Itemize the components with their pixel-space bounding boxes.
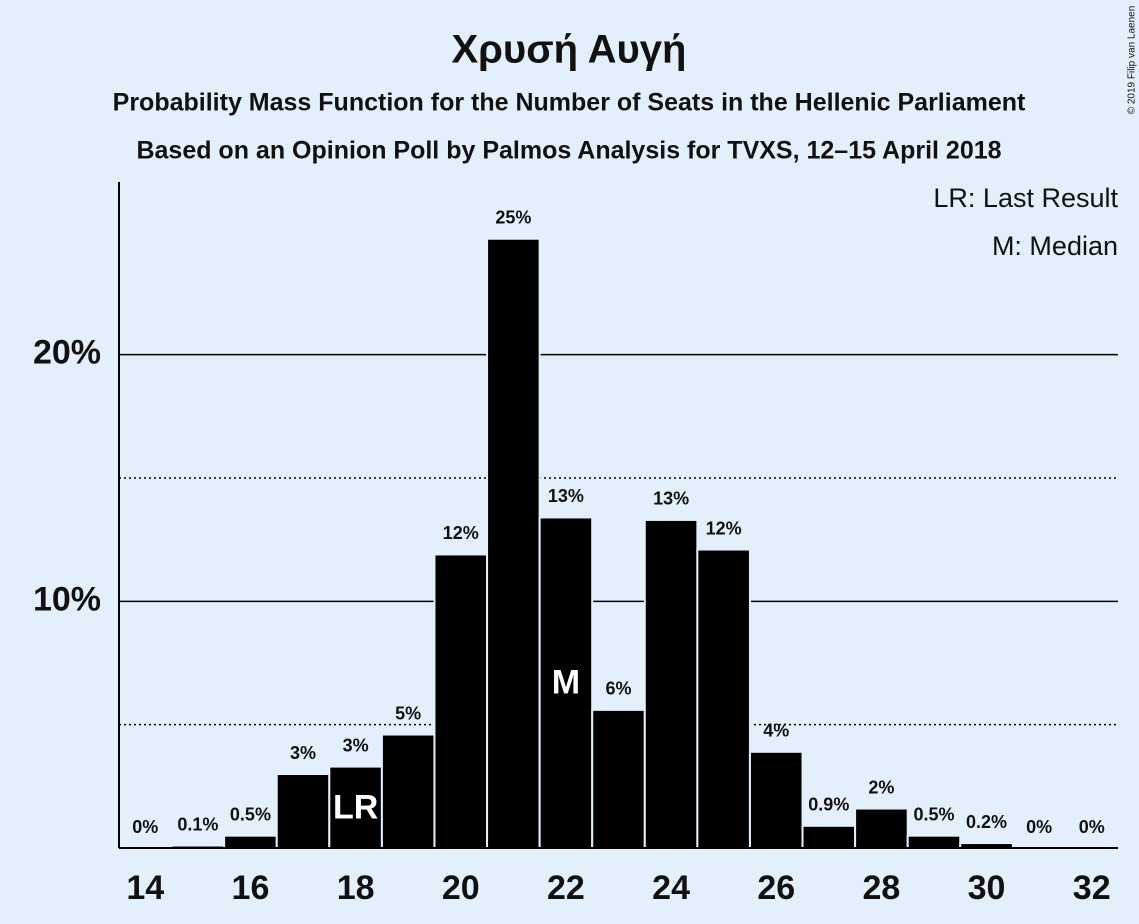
x-tick-label: 26 — [757, 869, 795, 907]
x-tick-label: 20 — [442, 869, 480, 907]
legend-entry: M: Median — [992, 231, 1118, 261]
chart-subtitle: Based on an Opinion Poll by Palmos Analy… — [136, 137, 1001, 165]
bar — [223, 834, 278, 850]
value-label: 4% — [763, 721, 789, 741]
copyright: © 2019 Filip van Laenen — [1127, 6, 1138, 115]
bar — [275, 773, 331, 849]
value-label: 0% — [132, 817, 158, 837]
bar — [328, 765, 383, 849]
x-tick-label: 16 — [232, 869, 270, 907]
value-label: 5% — [395, 703, 421, 723]
bar-annotation: M — [552, 664, 580, 702]
value-label: 0.1% — [177, 814, 218, 834]
value-label: 0% — [1079, 817, 1105, 837]
value-label: 0.9% — [808, 795, 849, 815]
x-tick-label: 22 — [547, 869, 585, 907]
x-tick-label: 28 — [862, 869, 900, 907]
value-label: 3% — [290, 743, 316, 763]
value-label: 0.2% — [966, 812, 1007, 832]
bar — [906, 834, 962, 850]
y-tick-label: 20% — [33, 334, 101, 372]
value-label: 12% — [443, 523, 479, 543]
bar-annotation: LR — [333, 788, 378, 826]
value-label: 25% — [495, 207, 531, 227]
x-tick-label: 30 — [968, 869, 1006, 907]
bar — [433, 553, 489, 849]
value-label: 2% — [868, 777, 894, 797]
value-label: 6% — [605, 679, 631, 699]
x-tick-label: 18 — [337, 869, 375, 907]
value-label: 13% — [653, 489, 689, 509]
bar — [486, 237, 541, 849]
bar — [801, 824, 857, 849]
chart-title: Χρυσή Αυγή — [452, 28, 687, 72]
x-tick-label: 14 — [126, 869, 164, 907]
bar — [696, 548, 751, 849]
x-tick-label: 32 — [1073, 869, 1111, 907]
value-label: 0.5% — [230, 804, 271, 824]
y-tick-label: 10% — [33, 580, 101, 618]
bar — [748, 750, 804, 849]
value-label: 3% — [343, 735, 369, 755]
value-label: 0.5% — [913, 804, 954, 824]
x-tick-label: 24 — [652, 869, 690, 907]
value-label: 0% — [1026, 817, 1052, 837]
bar — [380, 733, 436, 849]
value-label: 12% — [706, 518, 742, 538]
chart-subtitle: Probability Mass Function for the Number… — [113, 89, 1026, 117]
bar — [854, 807, 909, 849]
value-label: 13% — [548, 486, 584, 506]
legend-entry: LR: Last Result — [933, 183, 1118, 213]
bar — [643, 518, 699, 850]
bar — [591, 708, 646, 849]
